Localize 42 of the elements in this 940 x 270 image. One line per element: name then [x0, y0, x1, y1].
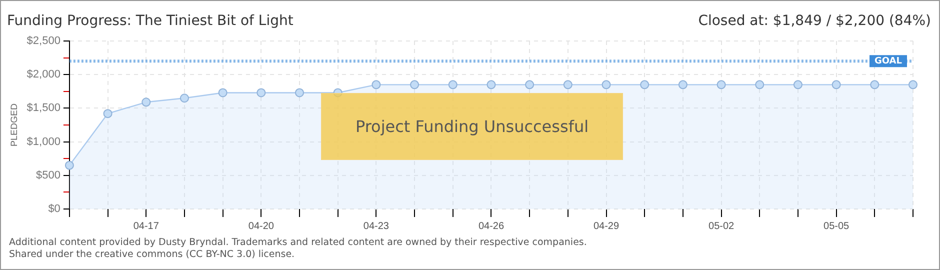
x-tick-label: 04-29 [593, 220, 620, 232]
point [180, 94, 189, 103]
y-tick-label: $1,000 [26, 136, 60, 148]
point [218, 88, 228, 98]
point [678, 80, 688, 90]
point [793, 80, 802, 90]
point [870, 80, 880, 90]
x-tick-label: 04-20 [248, 220, 274, 232]
point [640, 80, 650, 90]
point [486, 80, 496, 90]
point [64, 160, 74, 170]
chart-title: Funding Progress: The Tiniest Bit of Light [7, 13, 294, 29]
point [832, 80, 841, 90]
y-tick-label: $0 [48, 203, 60, 216]
point [295, 88, 304, 98]
point [563, 80, 572, 90]
y-tick-label: $2,000 [26, 68, 60, 81]
point [103, 109, 112, 118]
x-tick-label: 04-23 [363, 220, 390, 232]
point [755, 80, 764, 90]
point [602, 80, 611, 90]
x-tick-label: 04-17 [133, 220, 160, 232]
text: Shared under the creative commons (CC BY-NC 3.0) license. [9, 249, 296, 261]
chart-subtitle: Closed at: $1,849 / $2,200 (84%) [698, 13, 931, 29]
point [525, 80, 534, 90]
point [716, 80, 726, 90]
y-tick-label: $2,500 [26, 35, 60, 48]
point [908, 80, 918, 90]
point [410, 80, 420, 90]
y-tick-label: $500 [36, 169, 60, 182]
point [448, 80, 458, 90]
y-axis-title: PLEDGED [8, 102, 19, 147]
point [256, 88, 266, 98]
y-tick-label: $1,500 [26, 102, 60, 114]
ref-line-label: GOAL [874, 56, 902, 67]
x-tick-label: 05-05 [824, 220, 850, 232]
point [372, 80, 381, 90]
x-tick-label: 05-02 [708, 220, 735, 232]
point [142, 98, 151, 107]
text: Additional content provided by Dusty Bryndal. Trademarks and related content are owned by their respective companies. [9, 237, 587, 249]
status-banner: Project Funding Unsuccessful [321, 93, 623, 160]
x-tick-label: 04-26 [478, 220, 504, 232]
